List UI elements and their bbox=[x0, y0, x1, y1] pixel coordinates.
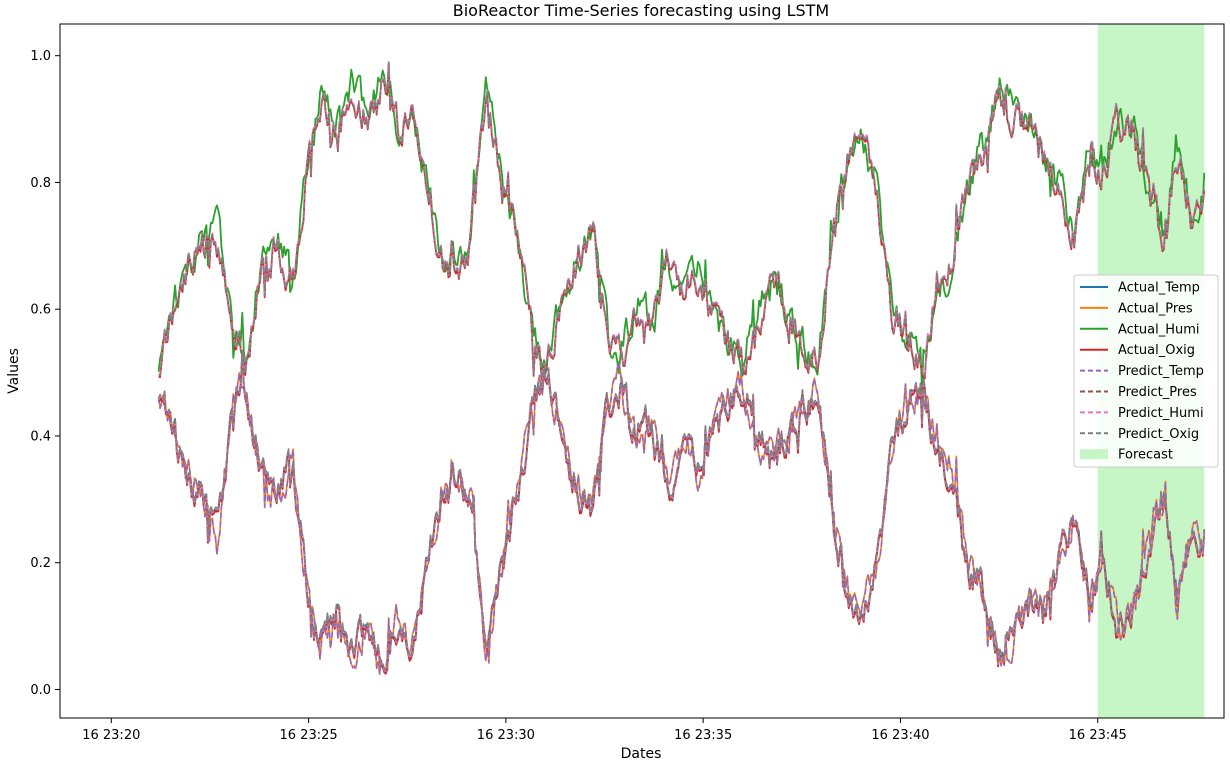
legend-swatch-forecast bbox=[1080, 449, 1108, 460]
series-line-predict-humi bbox=[158, 60, 1206, 382]
series-line-predict-oxig bbox=[158, 61, 1206, 384]
x-tick-label: 16 23:20 bbox=[82, 728, 140, 743]
legend-label-predict-humi: Predict_Humi bbox=[1118, 406, 1204, 421]
legend-label-actual-oxig: Actual_Oxig bbox=[1118, 343, 1195, 358]
legend-box bbox=[1073, 274, 1219, 468]
y-tick-label: 0.8 bbox=[30, 176, 51, 191]
series-line-predict-oxig bbox=[157, 348, 1206, 671]
x-tick-label: 16 23:45 bbox=[1069, 728, 1127, 743]
series-line-actual-oxig bbox=[158, 62, 1206, 385]
x-axis-label: Dates bbox=[621, 746, 662, 762]
plot-area bbox=[157, 24, 1206, 718]
y-tick-label: 0.0 bbox=[30, 683, 51, 698]
series-line-actual-humi bbox=[157, 68, 1206, 393]
y-tick-label: 0.2 bbox=[30, 556, 51, 571]
chart-title: BioReactor Time-Series forecasting using… bbox=[453, 1, 829, 20]
y-axis-label: Values bbox=[6, 348, 22, 394]
legend-label-actual-pres: Actual_Pres bbox=[1118, 301, 1193, 316]
x-tick-label: 16 23:40 bbox=[871, 728, 929, 743]
legend-label-actual-temp: Actual_Temp bbox=[1118, 281, 1200, 296]
y-axis: 0.0 0.2 0.4 0.6 0.8 1.0 bbox=[30, 49, 60, 698]
x-tick-label: 16 23:30 bbox=[477, 728, 535, 743]
legend-label-predict-temp: Predict_Temp bbox=[1118, 364, 1204, 379]
y-tick-label: 1.0 bbox=[30, 49, 51, 64]
legend-label-predict-oxig: Predict_Oxig bbox=[1118, 427, 1199, 442]
x-axis: 16 23:20 16 23:25 16 23:30 16 23:35 16 23:40… bbox=[82, 718, 1127, 743]
x-tick-label: 16 23:25 bbox=[280, 728, 338, 743]
legend-label-predict-pres: Predict_Pres bbox=[1118, 385, 1197, 400]
legend-label-forecast: Forecast bbox=[1118, 448, 1173, 463]
legend: Actual_Temp Actual_Pres Actual_Humi Actual_… bbox=[1073, 274, 1219, 468]
y-tick-label: 0.4 bbox=[30, 429, 51, 444]
y-tick-label: 0.6 bbox=[30, 303, 51, 318]
legend-label-actual-humi: Actual_Humi bbox=[1118, 322, 1200, 337]
x-tick-label: 16 23:35 bbox=[674, 728, 732, 743]
axes-frame bbox=[59, 23, 1225, 719]
